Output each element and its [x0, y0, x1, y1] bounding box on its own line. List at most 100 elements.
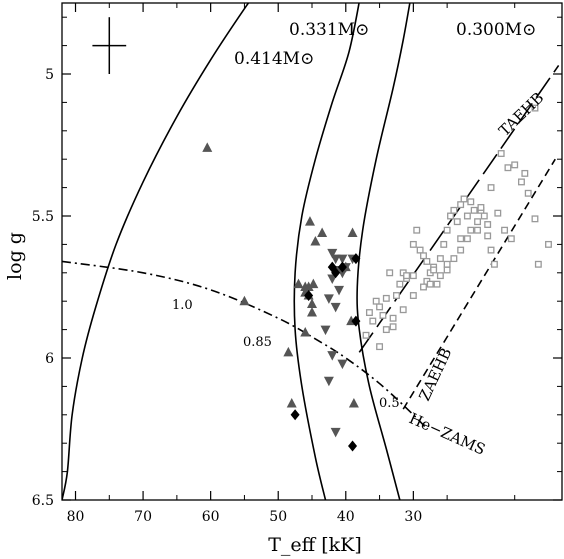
- marker-open-square-41: [447, 212, 454, 220]
- marker-filled-triangle-up-15: [317, 227, 328, 238]
- marker-filled-triangle-down-14: [327, 351, 338, 361]
- marker-open-square-53: [487, 246, 495, 254]
- marker-filled-triangle-down-13: [330, 427, 341, 438]
- marker-open-square-68: [501, 226, 509, 234]
- marker-open-square-6: [433, 280, 441, 288]
- marker-open-square-8: [450, 255, 458, 263]
- marker-open-square-28: [396, 280, 404, 288]
- marker-open-square-66: [484, 221, 492, 228]
- marker-filled-triangle-up-11: [304, 216, 315, 226]
- marker-filled-triangle-down-2: [337, 254, 348, 265]
- x-tick-label-3: 50: [269, 509, 287, 525]
- tracks: [62, 3, 560, 500]
- plot-frame: [61, 2, 563, 501]
- marker-open-square-3: [409, 272, 417, 280]
- marker-open-square-25: [382, 326, 390, 334]
- marker-open-square-71: [531, 104, 539, 112]
- marker-open-square-60: [426, 280, 434, 288]
- frac-label-2: 0.85: [243, 335, 272, 350]
- y-tick-label-0: 5: [45, 67, 54, 83]
- marker-open-square-18: [531, 215, 539, 223]
- marker-filled-triangle-up-9: [307, 307, 317, 317]
- marker-filled-diamond-5: [351, 315, 361, 327]
- marker-filled-triangle-up-12: [310, 236, 321, 246]
- marker-open-square-37: [430, 266, 438, 274]
- marker-filled-triangle-up-19: [348, 397, 359, 408]
- x-axis-title: T_eff [kK]: [268, 534, 362, 556]
- marker-open-square-61: [436, 272, 444, 280]
- marker-open-square-34: [420, 252, 427, 260]
- marker-filled-triangle-down-9: [320, 325, 331, 336]
- marker-open-square-73: [369, 317, 377, 325]
- x-tick-label-4: 40: [337, 509, 355, 525]
- x-tick-label-0: 80: [67, 509, 85, 525]
- marker-open-square-42: [450, 206, 458, 214]
- y-tick-label-2: 6: [45, 351, 54, 367]
- track-label-0414: 0.414M⊙: [234, 49, 314, 69]
- marker-open-square-20: [545, 240, 552, 248]
- ticks: 80 70 60 50 40 30 5 5.5 6 6.5: [32, 3, 562, 525]
- marker-open-square-24: [379, 311, 387, 319]
- marker-open-square-46: [463, 212, 471, 220]
- marker-filled-triangle-down-0: [327, 248, 338, 259]
- frac-label-3: 0.5: [379, 396, 400, 411]
- y-axis-title: log g: [4, 232, 26, 280]
- marker-open-square-1: [386, 269, 394, 277]
- marker-open-square-12: [487, 184, 495, 192]
- marker-filled-diamond-0: [304, 290, 314, 302]
- taehb-label: TAEHB: [495, 89, 547, 140]
- marker-filled-diamond-6: [290, 409, 300, 421]
- marker-open-square-70: [521, 169, 529, 177]
- markers: [202, 104, 552, 452]
- marker-open-square-67: [494, 209, 502, 217]
- marker-open-square-31: [409, 240, 417, 248]
- marker-filled-triangle-up-4: [293, 278, 304, 289]
- marker-filled-triangle-down-1: [330, 254, 341, 265]
- marker-filled-triangle-up-16: [347, 227, 358, 238]
- marker-open-square-43: [453, 218, 461, 226]
- marker-open-square-33: [416, 246, 424, 254]
- x-tick-label-1: 70: [134, 509, 152, 525]
- marker-open-square-56: [389, 323, 397, 331]
- marker-open-square-57: [399, 306, 407, 314]
- marker-open-square-69: [507, 235, 515, 243]
- marker-open-square-27: [393, 292, 400, 299]
- marker-filled-triangle-down-10: [323, 376, 334, 387]
- marker-filled-triangle-down-7: [323, 294, 334, 304]
- track-line-3: [358, 65, 560, 353]
- marker-open-square-72: [362, 331, 370, 339]
- marker-filled-triangle-up-3: [286, 397, 297, 408]
- marker-open-square-44: [457, 201, 465, 209]
- marker-open-square-50: [477, 204, 485, 211]
- track-line-5: [62, 260, 428, 430]
- track-label-0331: 0.331M⊙: [289, 20, 369, 40]
- marker-open-square-48: [470, 206, 478, 214]
- marker-open-square-0: [382, 294, 390, 302]
- marker-filled-triangle-up-13: [300, 326, 311, 337]
- marker-open-square-59: [420, 283, 427, 291]
- marker-filled-triangle-up-14: [303, 281, 314, 291]
- marker-open-square-19: [534, 260, 542, 268]
- x-tick-label-5: 30: [404, 509, 422, 525]
- error-bar: [92, 17, 127, 74]
- marker-open-square-38: [436, 255, 444, 263]
- marker-filled-triangle-up-8: [307, 298, 317, 309]
- marker-filled-diamond-7: [348, 440, 358, 452]
- marker-open-square-17: [524, 189, 532, 197]
- track-label-0300: 0.300M⊙: [456, 20, 536, 40]
- x-tick-label-2: 60: [202, 509, 220, 525]
- marker-open-square-58: [409, 292, 417, 299]
- track-line-2: [356, 3, 411, 500]
- marker-open-square-65: [474, 226, 481, 234]
- marker-open-square-7: [443, 266, 451, 274]
- marker-filled-diamond-2: [331, 267, 341, 279]
- marker-open-square-32: [413, 226, 421, 234]
- marker-filled-triangle-up-2: [283, 346, 294, 357]
- marker-open-square-54: [490, 260, 498, 268]
- marker-open-square-51: [480, 212, 488, 220]
- marker-open-square-22: [372, 297, 380, 305]
- y-tick-label-1: 5.5: [32, 209, 54, 225]
- marker-open-square-63: [457, 246, 465, 254]
- marker-open-square-21: [365, 309, 373, 317]
- marker-open-square-64: [463, 235, 471, 243]
